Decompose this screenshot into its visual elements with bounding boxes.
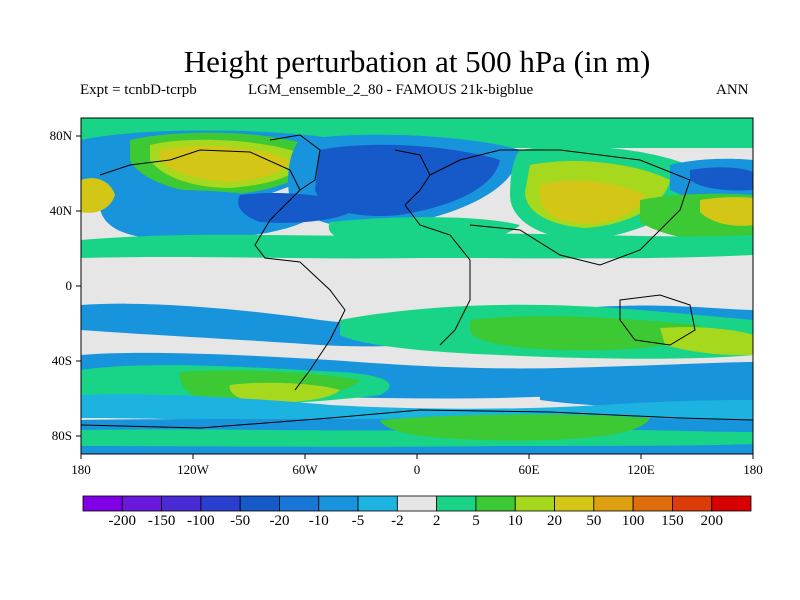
- ensemble-label: LGM_ensemble_2_80 - FAMOUS 21k-bigblue: [248, 82, 534, 98]
- colorbar-label: 10: [507, 513, 523, 529]
- experiment-label: Expt = tcnbD-tcrpb: [80, 82, 197, 98]
- colorbar: [82, 495, 752, 512]
- colorbar-label: 2: [432, 513, 441, 529]
- map-title: Height perturbation at 500 hPa (in m): [183, 44, 651, 79]
- season-label: ANN: [716, 82, 749, 98]
- colorbar-label: -2: [391, 513, 404, 529]
- colorbar-label: 20: [547, 513, 563, 529]
- colorbar-label: 5: [472, 513, 480, 529]
- colorbar-swatch: [632, 495, 673, 512]
- lon-tick-label: 180: [743, 462, 763, 477]
- colorbar-swatch: [711, 495, 752, 512]
- colorbar-swatch: [672, 495, 713, 512]
- lat-tick-label: 40N: [49, 203, 72, 218]
- height-field: [81, 118, 753, 454]
- lon-tick-label: 60W: [292, 462, 318, 477]
- lat-tick-label: 80S: [51, 428, 72, 443]
- colorbar-swatch: [200, 495, 241, 512]
- colorbar-swatch: [318, 495, 359, 512]
- colorbar-label: -20: [269, 513, 290, 529]
- lon-tick-label: 0: [413, 462, 421, 477]
- lon-tick-label: 180: [71, 462, 91, 477]
- colorbar-swatch: [357, 495, 398, 512]
- colorbar-label: -100: [187, 513, 215, 529]
- lon-tick-label: 60E: [518, 462, 540, 477]
- colorbar-swatch: [239, 495, 280, 512]
- colorbar-swatch: [396, 495, 438, 512]
- colorbar-label: -50: [230, 513, 251, 529]
- colorbar-swatch: [475, 495, 516, 512]
- lat-tick-label: 80N: [49, 128, 72, 143]
- colorbar-swatch: [279, 495, 320, 512]
- colorbar-swatch: [121, 495, 162, 512]
- colorbar-swatch: [554, 495, 595, 512]
- colorbar-label: -150: [147, 513, 176, 529]
- colorbar-label: -200: [108, 513, 137, 529]
- colorbar-swatch: [82, 495, 123, 512]
- colorbar-swatch: [593, 495, 634, 512]
- colorbar-label: -10: [308, 513, 329, 529]
- colorbar-label: 50: [586, 513, 602, 529]
- lon-tick-label: 120W: [177, 462, 209, 477]
- colorbar-label: -5: [351, 513, 365, 529]
- colorbar-swatch: [514, 495, 555, 512]
- colorbar-swatch: [161, 495, 202, 512]
- colorbar-label: 150: [661, 513, 684, 529]
- colorbar-label: 200: [700, 513, 723, 529]
- axis-ticks: [76, 135, 754, 459]
- colorbar-swatch: [436, 495, 477, 512]
- lat-tick-label: 0: [65, 278, 73, 293]
- lat-tick-label: 40S: [51, 353, 72, 368]
- colorbar-label: 100: [621, 513, 645, 529]
- lon-tick-label: 120E: [627, 462, 655, 477]
